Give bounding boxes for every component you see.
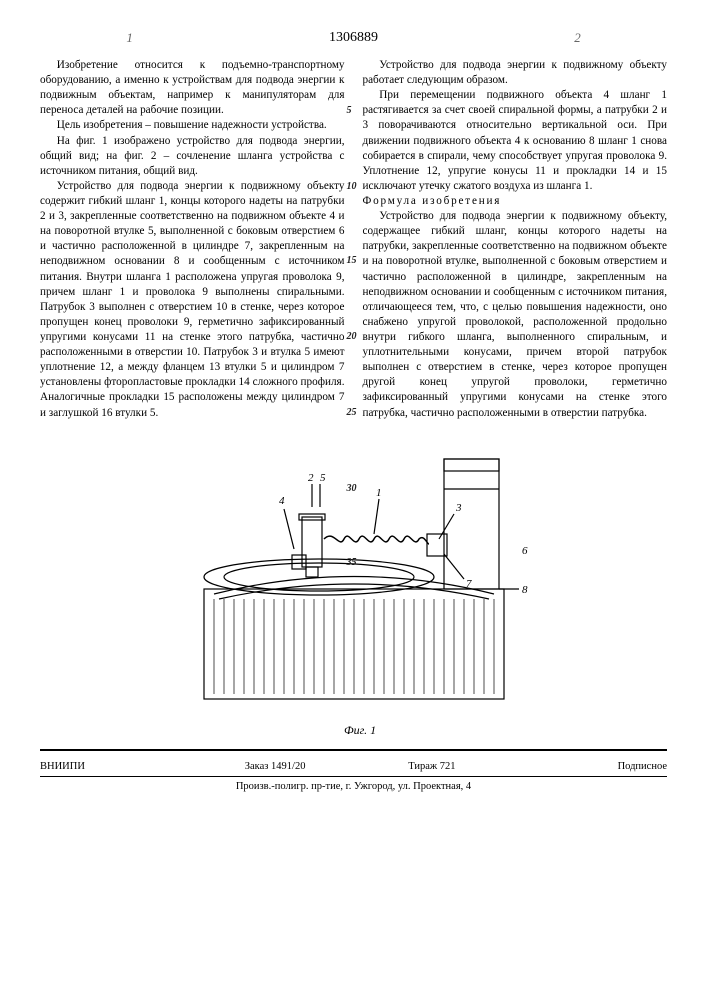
line-marker: 30: [347, 482, 357, 496]
ref-label: 8: [522, 584, 528, 596]
footer-order: Заказ 1491/20: [197, 761, 354, 772]
line-marker: 5: [347, 104, 352, 118]
line-marker: 20: [347, 330, 357, 344]
para: На фиг. 1 изображено устройство для подв…: [40, 134, 345, 179]
ref-label: 3: [455, 502, 462, 514]
line-marker: 10: [347, 180, 357, 194]
line-marker: 35: [347, 556, 357, 570]
ref-label: 7: [466, 578, 472, 590]
formula-title: Формула изобретения: [363, 194, 668, 209]
para: Устройство для подвода энергии к подвижн…: [40, 179, 345, 421]
right-column: 5 10 15 20 25 30 35 Устройство для подво…: [363, 58, 668, 421]
page: 1 2 1306889 Изобретение относится к подъ…: [0, 0, 707, 1000]
ref-label: 2: [308, 472, 314, 484]
text-columns: Изобретение относится к подъемно-транспо…: [40, 58, 667, 421]
para: Устройство для подвода энергии к подвижн…: [363, 209, 668, 421]
left-page-number: 1: [40, 30, 219, 46]
header-row: 1 2 1306889: [40, 30, 667, 58]
footer: ВНИИПИ Заказ 1491/20 Тираж 721 Подписное…: [40, 749, 667, 792]
figure-caption: Фиг. 1: [344, 723, 376, 737]
footer-row-1: ВНИИПИ Заказ 1491/20 Тираж 721 Подписное: [40, 757, 667, 777]
para: Цель изобретения – повышение надежности …: [40, 118, 345, 133]
footer-address: Произв.-полигр. пр-тие, г. Ужгород, ул. …: [40, 777, 667, 792]
ref-label: 6: [522, 545, 528, 557]
line-marker: 25: [347, 406, 357, 420]
footer-org: ВНИИПИ: [40, 761, 197, 772]
left-column: Изобретение относится к подъемно-транспо…: [40, 58, 345, 421]
footer-tirazh: Тираж 721: [354, 761, 511, 772]
ref-label: 4: [279, 495, 285, 507]
para: Изобретение относится к подъемно-транспо…: [40, 58, 345, 118]
ref-label: 1: [376, 487, 382, 499]
ref-label: 5: [320, 472, 326, 484]
footer-sub: Подписное: [510, 761, 667, 772]
patent-number: 1306889: [329, 30, 378, 46]
para: Устройство для подвода энергии к подвижн…: [363, 58, 668, 88]
line-marker: 15: [347, 254, 357, 268]
para: При перемещении подвижного объекта 4 шла…: [363, 88, 668, 194]
right-page-number: 2: [488, 30, 667, 46]
